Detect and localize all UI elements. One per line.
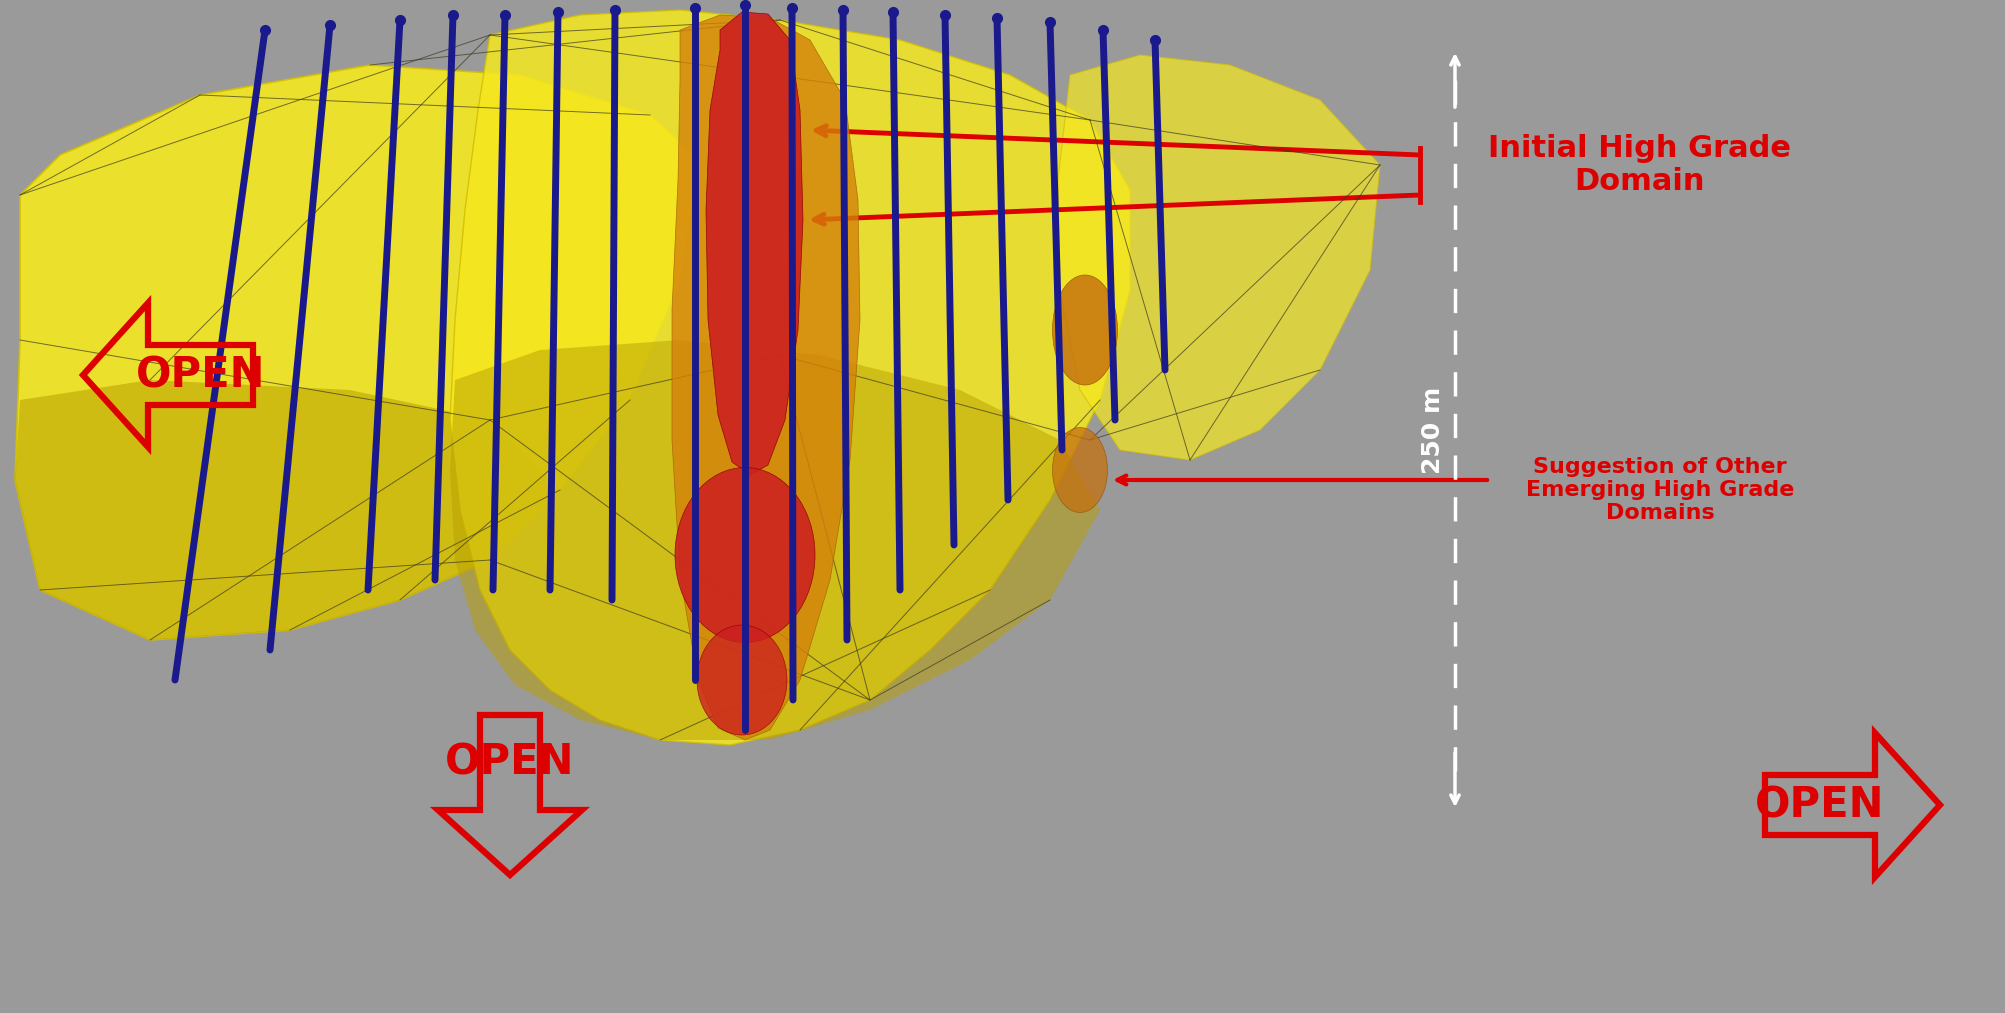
Text: OPEN: OPEN — [445, 742, 575, 783]
Text: OPEN: OPEN — [136, 354, 265, 396]
Text: Initial High Grade
Domain: Initial High Grade Domain — [1488, 134, 1790, 197]
Polygon shape — [672, 15, 860, 741]
Ellipse shape — [674, 468, 814, 642]
Ellipse shape — [696, 625, 786, 735]
Polygon shape — [14, 380, 559, 640]
Polygon shape — [14, 65, 700, 640]
Text: OPEN: OPEN — [1754, 784, 1885, 826]
Ellipse shape — [1053, 427, 1107, 513]
Polygon shape — [449, 10, 1129, 745]
Text: Suggestion of Other
Emerging High Grade
Domains: Suggestion of Other Emerging High Grade … — [1526, 457, 1792, 523]
Polygon shape — [449, 340, 1099, 741]
Text: 250 m: 250 m — [1420, 386, 1444, 474]
Ellipse shape — [1053, 275, 1117, 385]
Polygon shape — [1057, 55, 1379, 460]
Polygon shape — [706, 12, 802, 475]
